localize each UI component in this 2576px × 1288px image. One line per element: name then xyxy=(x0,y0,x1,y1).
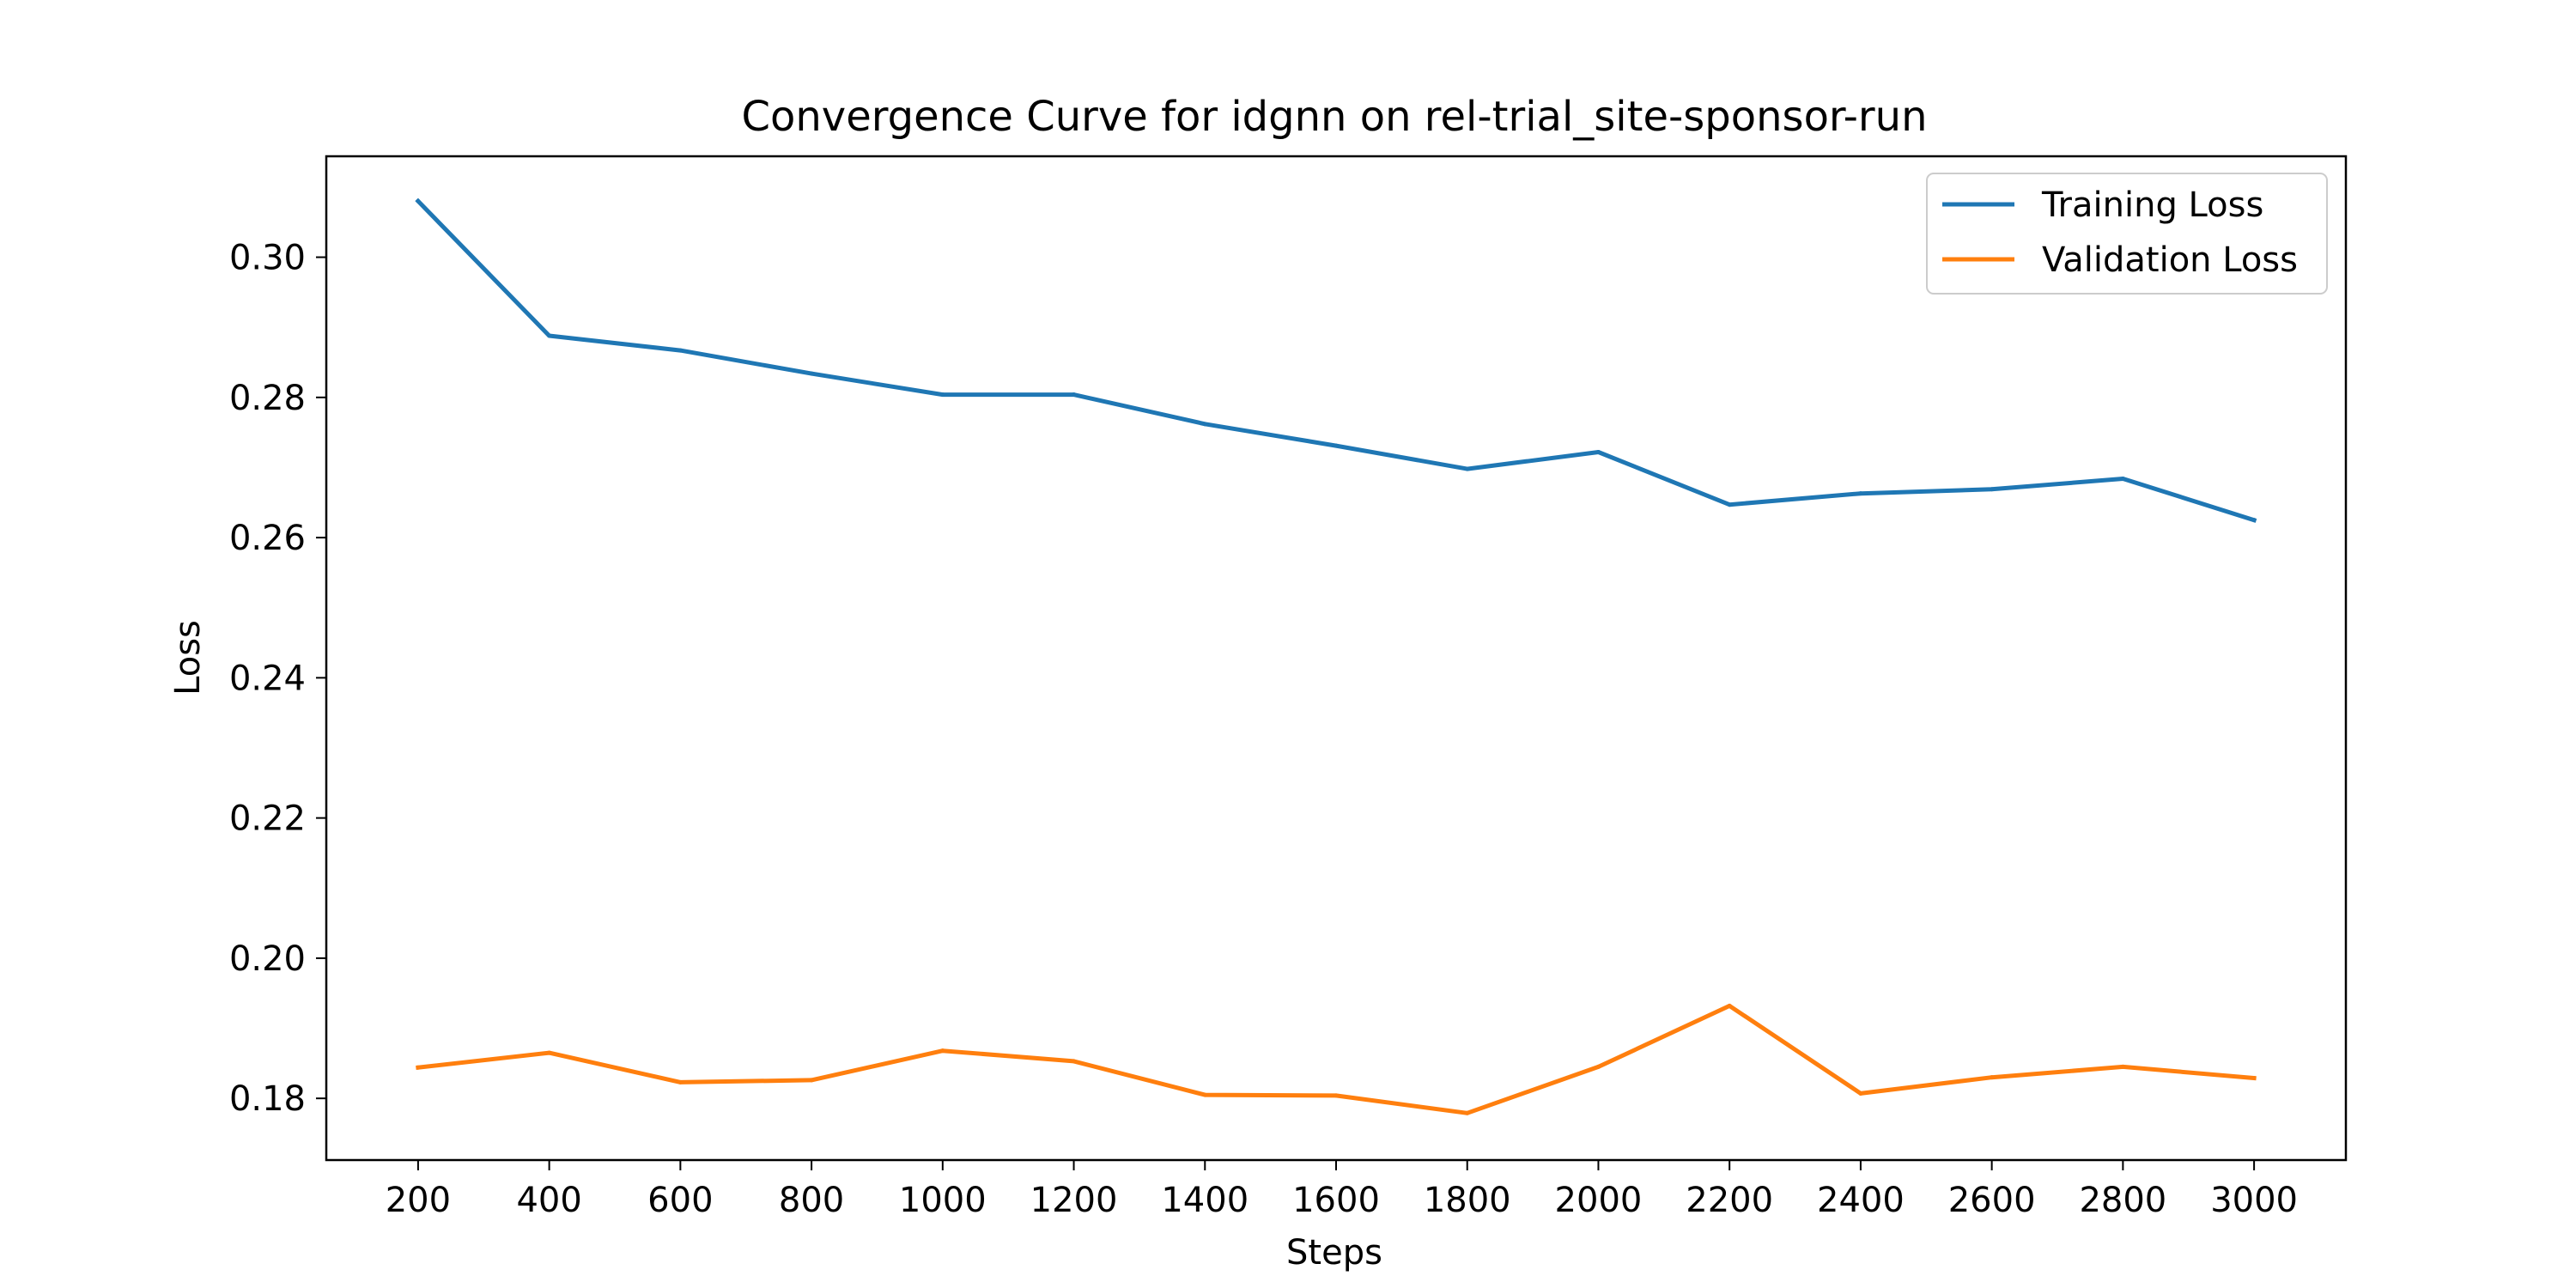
data-point-validation-loss xyxy=(1727,1003,1732,1008)
x-tick-label: 200 xyxy=(386,1181,451,1220)
legend-box xyxy=(1926,173,2328,295)
data-point-training-loss xyxy=(1727,502,1732,507)
data-point-validation-loss xyxy=(416,1065,421,1070)
y-tick-label: 0.30 xyxy=(229,239,306,278)
x-tick-label: 800 xyxy=(779,1181,844,1220)
data-point-validation-loss xyxy=(2120,1064,2125,1069)
data-point-validation-loss xyxy=(940,1048,945,1054)
chart-title: Convergence Curve for idgnn on rel-trial… xyxy=(741,93,1927,141)
y-tick-label: 0.28 xyxy=(229,379,306,418)
y-tick-label: 0.24 xyxy=(229,659,306,698)
y-axis-ticks: 0.18 0.20 0.22 0.24 0.26 0.28 0.30 xyxy=(229,239,326,1119)
data-point-validation-loss xyxy=(1334,1093,1339,1098)
data-point-training-loss xyxy=(677,348,683,353)
y-axis-label: Loss xyxy=(168,620,208,696)
data-point-training-loss xyxy=(1858,491,1863,496)
plot-area xyxy=(415,197,2257,1115)
x-tick-label: 2800 xyxy=(2079,1181,2166,1220)
data-point-validation-loss xyxy=(1858,1091,1863,1096)
y-tick-label: 0.18 xyxy=(229,1079,306,1119)
data-point-validation-loss xyxy=(547,1050,552,1055)
data-point-validation-loss xyxy=(1465,1110,1470,1115)
x-tick-label: 1000 xyxy=(899,1181,987,1220)
data-point-validation-loss xyxy=(2251,1075,2257,1080)
x-tick-label: 3000 xyxy=(2210,1181,2298,1220)
data-point-validation-loss xyxy=(1202,1092,1207,1097)
x-tick-label: 1200 xyxy=(1030,1181,1118,1220)
data-point-validation-loss xyxy=(1072,1059,1077,1064)
y-tick-label: 0.22 xyxy=(229,799,306,839)
x-axis-label: Steps xyxy=(1286,1233,1382,1273)
x-tick-label: 1600 xyxy=(1292,1181,1380,1220)
data-point-training-loss xyxy=(1334,443,1339,448)
data-point-training-loss xyxy=(1990,487,1995,492)
data-point-training-loss xyxy=(1072,392,1077,398)
data-point-training-loss xyxy=(1595,449,1601,454)
x-tick-label: 1400 xyxy=(1161,1181,1249,1220)
x-tick-label: 1800 xyxy=(1424,1181,1511,1220)
data-point-training-loss xyxy=(1202,422,1207,427)
x-axis-ticks: 200 400 600 800 1000 1200 1400 1600 1800 2000 2200… xyxy=(386,1160,2298,1220)
data-point-validation-loss xyxy=(1990,1075,1995,1080)
legend-label-validation-loss: Validation Loss xyxy=(2042,240,2298,280)
data-point-validation-loss xyxy=(809,1078,814,1083)
data-point-training-loss xyxy=(2251,518,2257,523)
data-point-training-loss xyxy=(547,333,552,338)
legend: Training Loss Validation Loss xyxy=(1926,173,2328,295)
data-point-training-loss xyxy=(416,198,421,204)
x-tick-label: 2600 xyxy=(1948,1181,2036,1220)
data-point-training-loss xyxy=(940,392,945,398)
y-tick-label: 0.20 xyxy=(229,939,306,979)
x-tick-label: 2400 xyxy=(1817,1181,1905,1220)
x-tick-label: 600 xyxy=(647,1181,713,1220)
legend-label-training-loss: Training Loss xyxy=(2041,185,2263,225)
x-tick-label: 2200 xyxy=(1686,1181,1773,1220)
x-tick-label: 2000 xyxy=(1555,1181,1643,1220)
x-tick-label: 400 xyxy=(516,1181,581,1220)
y-tick-label: 0.26 xyxy=(229,519,306,558)
data-point-training-loss xyxy=(809,371,814,376)
data-point-training-loss xyxy=(2120,477,2125,482)
data-point-validation-loss xyxy=(1595,1064,1601,1069)
data-point-training-loss xyxy=(1465,466,1470,471)
data-point-validation-loss xyxy=(677,1079,683,1084)
